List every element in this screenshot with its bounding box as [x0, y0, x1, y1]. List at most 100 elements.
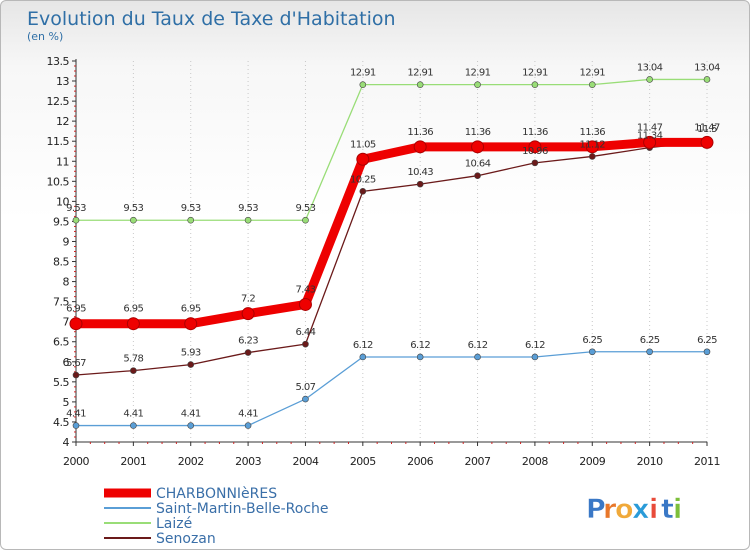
data-point	[302, 216, 309, 224]
data-point	[528, 140, 542, 154]
data-point	[130, 367, 137, 374]
data-label: 11.47	[637, 122, 663, 133]
y-tick-label: 4	[63, 436, 70, 449]
data-label: 10.43	[407, 167, 433, 178]
data-point	[474, 353, 481, 361]
data-label: 6.95	[123, 304, 143, 315]
data-label: 12.91	[522, 68, 548, 79]
data-label: 6.25	[582, 335, 602, 346]
data-point	[703, 76, 711, 83]
data-label: 11.5	[697, 124, 717, 135]
data-point	[359, 188, 367, 195]
data-label: 12.91	[350, 68, 376, 79]
data-point	[187, 216, 195, 224]
data-point	[244, 349, 252, 356]
data-label: 6.25	[697, 335, 717, 346]
x-tick-label: 2011	[694, 455, 720, 468]
data-label: 9.53	[181, 203, 201, 214]
data-label: 12.91	[579, 68, 605, 79]
data-point	[126, 317, 140, 331]
legend: CHARBONNIèRESSaint-Martin-Belle-RocheLai…	[104, 486, 329, 547]
x-tick-label: 2010	[637, 455, 663, 468]
logo-letter: o	[615, 494, 634, 525]
data-point	[531, 159, 539, 167]
data-label: 9.53	[238, 203, 258, 214]
data-label: 10.96	[522, 146, 548, 157]
y-tick-label: 13	[56, 75, 69, 88]
y-tick-label: 9.5	[53, 215, 69, 228]
y-tick-label: 10.5	[47, 175, 70, 188]
x-tick-label: 2000	[63, 455, 89, 468]
data-label: 6.12	[410, 340, 430, 351]
data-point	[244, 422, 252, 429]
data-label: 9.53	[66, 203, 86, 214]
data-label: 11.47	[694, 122, 720, 133]
data-label: 9.53	[296, 203, 316, 214]
data-label: 7.2	[241, 294, 255, 305]
series-line	[75, 78, 708, 221]
data-label: 6.23	[238, 336, 258, 347]
y-tick-label: 12.5	[47, 95, 70, 108]
x-tick-label: 2006	[407, 455, 433, 468]
y-tick-label: 13.5	[47, 55, 70, 68]
y-tick-label: 12	[56, 115, 69, 128]
x-tick-label: 2002	[178, 455, 204, 468]
data-point	[244, 216, 252, 224]
data-label: 12.91	[465, 68, 491, 79]
data-point	[187, 361, 195, 368]
data-label: 5.93	[181, 348, 201, 359]
data-label: 6.44	[296, 327, 316, 338]
data-point	[588, 348, 596, 356]
y-tick-label: 8	[63, 276, 70, 289]
y-tick-label: 7.5	[53, 296, 69, 309]
data-label: 9.53	[123, 203, 143, 214]
data-label: 6.12	[353, 340, 373, 351]
data-point	[130, 422, 137, 429]
data-point	[130, 216, 137, 224]
data-point	[241, 307, 255, 321]
logo-letter: t	[661, 494, 674, 525]
data-point	[588, 153, 596, 160]
data-point	[413, 140, 427, 154]
y-tick-label: 6	[63, 356, 70, 369]
data-point	[474, 172, 481, 180]
data-label: 4.41	[66, 409, 86, 420]
data-point	[298, 297, 312, 311]
data-label: 6.25	[640, 335, 660, 346]
y-tick-label: 6.5	[53, 336, 69, 349]
data-label: 11.36	[465, 127, 491, 138]
x-tick-label: 2004	[292, 455, 318, 468]
y-tick-label: 4.5	[53, 416, 69, 429]
data-label: 13.04	[637, 62, 663, 73]
data-label: 11.36	[522, 127, 548, 138]
data-label: 13.04	[694, 62, 720, 73]
logo-letter: i	[649, 494, 658, 525]
data-label: 12.91	[407, 68, 433, 79]
data-label: 6.95	[66, 304, 86, 315]
data-label: 10.25	[350, 174, 376, 185]
y-tick-label: 5	[63, 396, 70, 409]
y-tick-label: 11	[56, 155, 69, 168]
series-line	[71, 137, 712, 329]
x-tick-label: 2008	[522, 455, 548, 468]
data-label: 5.07	[296, 382, 316, 393]
x-tick-label: 2005	[350, 455, 376, 468]
data-point	[416, 81, 424, 88]
data-label: 10.64	[465, 159, 491, 170]
data-label: 5.78	[123, 354, 143, 365]
data-point	[474, 81, 481, 88]
data-label: 7.43	[296, 284, 316, 295]
data-point	[416, 180, 424, 188]
data-label: 6.12	[525, 340, 545, 351]
y-tick-label: 10	[56, 195, 69, 208]
y-tick-label: 9	[63, 235, 70, 248]
data-point	[588, 81, 596, 88]
data-point	[703, 348, 711, 356]
data-label: 11.05	[350, 139, 376, 150]
data-point	[471, 140, 485, 154]
data-point	[302, 340, 309, 348]
data-label: 4.41	[181, 409, 201, 420]
